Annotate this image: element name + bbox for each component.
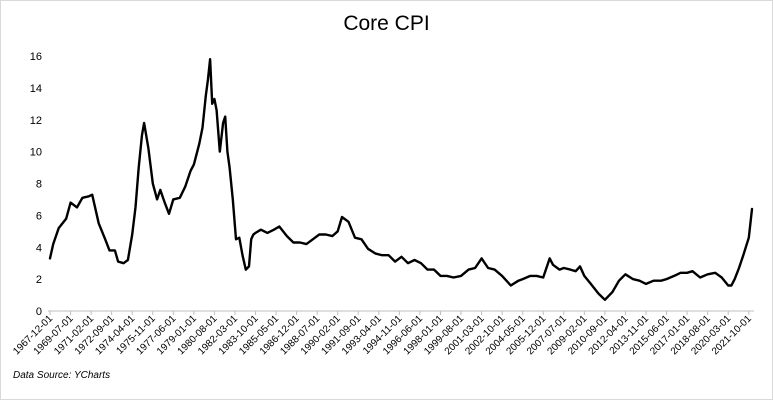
y-tick-label: 14	[30, 83, 42, 95]
y-axis: 0 2 4 6 8 10 12 14 16	[30, 51, 42, 318]
y-tick-label: 8	[36, 179, 42, 191]
source-note: Data Source: YCharts	[13, 370, 111, 381]
chart-title: Core CPI	[343, 12, 430, 35]
series-line-core-cpi	[48, 58, 754, 301]
x-axis: 1967-12-011969-07-011971-02-011972-09-01…	[11, 311, 754, 357]
y-tick-label: 10	[30, 147, 42, 159]
y-tick-label: 16	[30, 51, 42, 63]
y-tick-label: 2	[36, 274, 42, 286]
y-tick-label: 4	[36, 242, 42, 254]
y-tick-label: 12	[30, 115, 42, 127]
y-tick-label: 6	[36, 210, 42, 222]
y-tick-label: 0	[36, 306, 42, 318]
